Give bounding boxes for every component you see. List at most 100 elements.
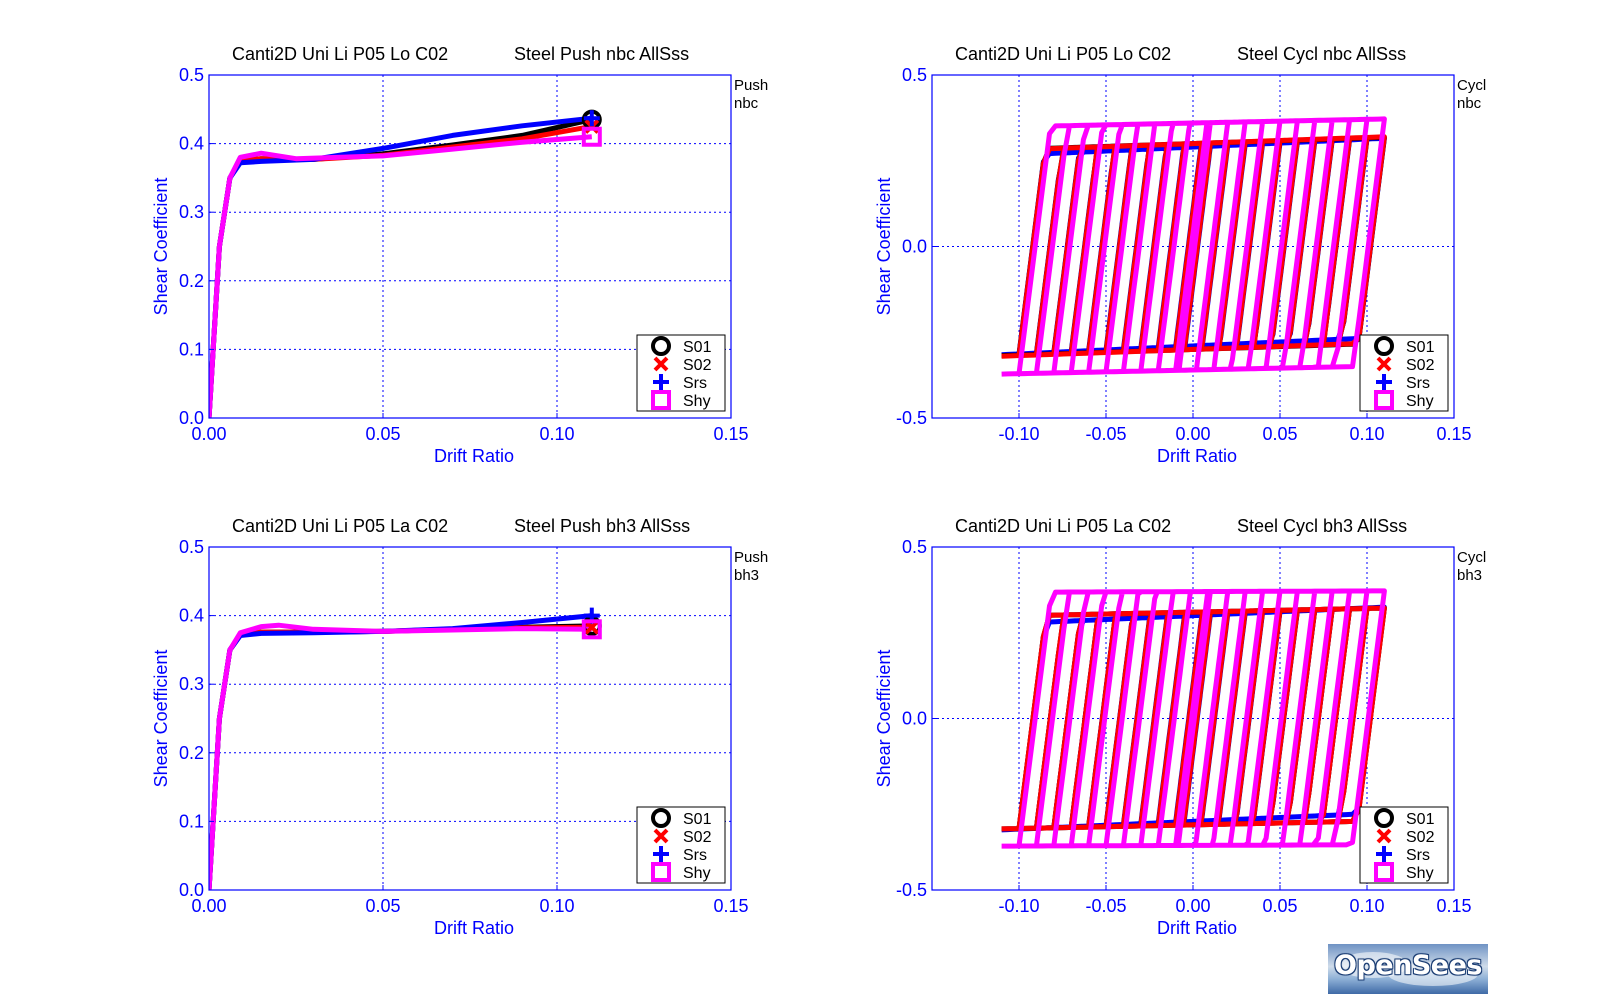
- chart-title-left: Canti2D Uni Li P05 Lo C02: [232, 44, 448, 64]
- legend-label-Srs: Srs: [1406, 847, 1430, 864]
- x-tick-label: 0.15: [713, 424, 748, 444]
- x-tick-label: 0.15: [1436, 424, 1471, 444]
- y-tick-label: 0.0: [179, 880, 204, 900]
- y-axis-label: Shear Coefficient: [874, 650, 894, 788]
- x-axis-label: Drift Ratio: [434, 918, 514, 938]
- legend-marker-S02: [1376, 356, 1392, 372]
- x-tick-label: 0.10: [539, 896, 574, 916]
- legend-box: [1359, 806, 1449, 884]
- x-tick-label: -0.10: [998, 896, 1039, 916]
- legend-label-S01: S01: [683, 811, 712, 828]
- legend-marker-S02: [1376, 828, 1392, 844]
- side-label: bh3: [734, 567, 759, 584]
- series-line-S02: [209, 624, 592, 890]
- legend-box: [636, 334, 726, 412]
- legend-marker-S02: [653, 356, 669, 372]
- side-label: Push: [734, 77, 768, 94]
- end-marker-Shy: [581, 619, 602, 640]
- legend-label-Shy: Shy: [1406, 393, 1434, 410]
- legend-label-S02: S02: [1406, 357, 1435, 374]
- legend-label-Srs: Srs: [1406, 375, 1430, 392]
- series-line-Shy: [1001, 116, 1387, 377]
- legend-label-S01: S01: [1406, 811, 1435, 828]
- y-tick-label: 0.5: [179, 537, 204, 557]
- plot-area: [1001, 588, 1387, 849]
- y-tick-label: 0.0: [902, 709, 927, 729]
- y-axis-label: Shear Coefficient: [151, 650, 171, 788]
- y-tick-label: -0.5: [896, 408, 927, 428]
- end-marker-Shy: [581, 126, 602, 147]
- legend-box: [1359, 334, 1449, 412]
- side-label: nbc: [1457, 95, 1482, 112]
- chart-panel-2: Canti2D Uni Li P05 Lo C02 Steel Cycl nbc …: [874, 44, 1486, 466]
- opensees-logo-text: OpenSees: [1334, 950, 1482, 981]
- plot-area: [209, 115, 593, 418]
- axes-frame: [208, 74, 732, 419]
- legend-marker-Shy: [651, 390, 671, 410]
- x-tick-label: 0.10: [1349, 424, 1384, 444]
- legend-marker-Srs: [653, 374, 669, 390]
- legend-marker-S01: [651, 808, 671, 828]
- legend-label-S02: S02: [683, 829, 712, 846]
- y-tick-label: 0.4: [179, 134, 204, 154]
- series-line-Shy: [209, 622, 592, 890]
- x-tick-label: 0.05: [1262, 896, 1297, 916]
- opensees-logo: OpenSees: [1328, 944, 1488, 994]
- x-tick-label: -0.05: [1085, 424, 1126, 444]
- x-tick-label: 0.00: [1175, 424, 1210, 444]
- side-label: Cycl: [1457, 77, 1486, 94]
- y-tick-label: 0.0: [179, 408, 204, 428]
- chart-title-right: Steel Cycl nbc AllSss: [1237, 44, 1406, 64]
- y-tick-label: 0.5: [902, 537, 927, 557]
- y-tick-label: 0.2: [179, 271, 204, 291]
- side-label: nbc: [734, 95, 759, 112]
- x-tick-label: 0.00: [1175, 896, 1210, 916]
- legend-label-S02: S02: [683, 357, 712, 374]
- y-tick-label: -0.5: [896, 880, 927, 900]
- side-label: Cycl: [1457, 549, 1486, 566]
- y-tick-label: 0.4: [179, 606, 204, 626]
- series-line-S01: [209, 117, 593, 418]
- series-line-S01: [209, 623, 592, 890]
- legend-marker-Srs: [653, 846, 669, 862]
- legend-marker-Shy: [1374, 390, 1394, 410]
- y-tick-label: 0.5: [179, 65, 204, 85]
- legend-box: [636, 806, 726, 884]
- legend-label-Shy: Shy: [683, 865, 711, 882]
- y-tick-label: 0.5: [902, 65, 927, 85]
- legend-marker-Srs: [1376, 374, 1392, 390]
- legend-marker-S02: [653, 828, 669, 844]
- chart-title-right: Steel Push bh3 AllSss: [514, 516, 690, 536]
- legend-marker-S01: [1374, 808, 1394, 828]
- legend-label-Srs: Srs: [683, 375, 707, 392]
- x-tick-label: 0.00: [191, 424, 226, 444]
- chart-panel-4: Canti2D Uni Li P05 La C02 Steel Cycl bh3 …: [874, 516, 1486, 938]
- y-axis-label: Shear Coefficient: [151, 178, 171, 316]
- legend-marker-Shy: [651, 862, 671, 882]
- x-tick-label: 0.05: [1262, 424, 1297, 444]
- x-tick-label: 0.10: [539, 424, 574, 444]
- x-axis-label: Drift Ratio: [434, 446, 514, 466]
- y-tick-label: 0.1: [179, 339, 204, 359]
- y-axis-label: Shear Coefficient: [874, 178, 894, 316]
- x-tick-label: 0.15: [713, 896, 748, 916]
- side-label: Push: [734, 549, 768, 566]
- y-tick-label: 0.1: [179, 811, 204, 831]
- plot-area: [209, 613, 593, 890]
- legend-label-S02: S02: [1406, 829, 1435, 846]
- chart-panel-1: Canti2D Uni Li P05 Lo C02 Steel Push nbc …: [151, 44, 768, 466]
- chart-title-right: Steel Push nbc AllSss: [514, 44, 689, 64]
- chart-panel-3: Canti2D Uni Li P05 La C02 Steel Push bh3 …: [151, 516, 768, 938]
- legend-label-Srs: Srs: [683, 847, 707, 864]
- y-tick-label: 0.3: [179, 202, 204, 222]
- y-tick-label: 0.2: [179, 743, 204, 763]
- x-tick-label: 0.00: [191, 896, 226, 916]
- legend-marker-S01: [651, 336, 671, 356]
- x-tick-label: 0.05: [365, 424, 400, 444]
- end-marker-Srs: [583, 110, 600, 127]
